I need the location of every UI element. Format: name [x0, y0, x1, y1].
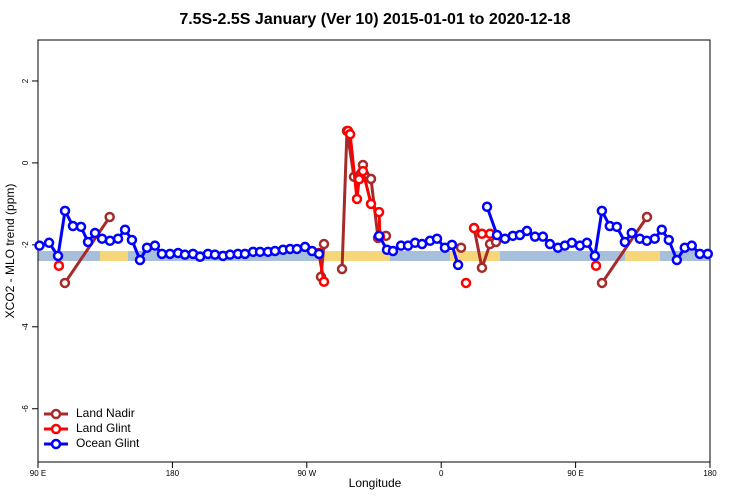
data-point — [351, 193, 363, 205]
data-point — [468, 222, 480, 234]
data-point — [59, 277, 71, 289]
data-point — [656, 224, 668, 235]
data-point — [387, 245, 399, 257]
x-tick-label: 90 E — [30, 469, 46, 478]
data-point — [671, 254, 683, 266]
data-point — [481, 201, 493, 213]
data-point — [164, 248, 176, 260]
data-point — [619, 236, 631, 248]
data-point — [491, 229, 503, 241]
land-band — [318, 251, 390, 261]
data-point — [365, 173, 377, 185]
data-point — [75, 221, 87, 233]
data-point — [104, 211, 115, 223]
data-point — [318, 238, 330, 250]
data-point — [269, 245, 281, 257]
data-point — [649, 233, 660, 244]
data-point — [589, 250, 601, 262]
data-point — [239, 248, 251, 260]
data-point — [566, 237, 578, 249]
legend-marker — [50, 408, 62, 420]
data-point — [313, 248, 325, 260]
data-point — [34, 240, 45, 251]
data-point — [641, 211, 653, 223]
y-tick-label: -2 — [21, 241, 30, 249]
data-point — [373, 230, 385, 242]
legend-label: Ocean Glint — [76, 436, 140, 450]
data-point — [89, 227, 101, 239]
data-point — [59, 205, 71, 217]
legend-marker — [50, 438, 62, 450]
data-point — [52, 250, 64, 262]
data-point — [521, 225, 533, 237]
data-point — [357, 165, 369, 177]
data-point — [581, 237, 593, 249]
x-tick-label: 90 W — [297, 469, 316, 478]
data-point — [544, 238, 556, 250]
data-point — [149, 240, 161, 251]
data-point — [663, 234, 675, 246]
y-tick-label: 0 — [21, 160, 30, 165]
data-point — [134, 254, 146, 266]
chart-title: 7.5S-2.5S January (Ver 10) 2015-01-01 to… — [179, 11, 570, 28]
legend-label: Land Glint — [76, 421, 131, 435]
data-point — [596, 277, 608, 289]
data-point — [336, 263, 348, 275]
data-point — [209, 249, 221, 260]
data-point — [156, 248, 168, 260]
data-point — [104, 235, 116, 247]
data-point — [82, 236, 94, 248]
data-point — [537, 231, 549, 242]
y-axis-label: XCO2 - MLO trend (ppm) — [3, 184, 17, 319]
data-point — [126, 234, 138, 246]
x-axis-label: Longitude — [349, 476, 402, 490]
y-tick-label: -6 — [21, 405, 30, 413]
data-point — [611, 221, 623, 233]
x-tick-label: 180 — [166, 469, 180, 478]
data-point — [476, 262, 488, 274]
x-tick-label: 0 — [439, 469, 444, 478]
data-point — [67, 220, 79, 232]
data-point — [446, 239, 458, 251]
data-point — [596, 205, 608, 217]
legend-marker — [50, 423, 62, 435]
data-point — [53, 260, 65, 271]
data-point — [626, 227, 637, 239]
data-point — [291, 243, 303, 255]
data-point — [179, 249, 191, 260]
y-tick-label: 2 — [21, 78, 30, 83]
data-point — [112, 233, 124, 244]
land-band — [625, 251, 660, 261]
x-tick-label: 90 E — [567, 469, 583, 478]
data-point — [318, 276, 330, 287]
data-point — [476, 228, 488, 240]
land-band — [450, 251, 500, 261]
data-point — [455, 242, 467, 253]
data-point — [373, 206, 385, 218]
data-point — [353, 174, 365, 185]
surface-mask — [38, 251, 710, 261]
y-tick-label: -4 — [21, 323, 30, 331]
data-point — [460, 277, 472, 289]
data-point — [43, 237, 55, 249]
land-band — [100, 251, 128, 261]
data-point — [686, 240, 698, 251]
data-point — [452, 259, 464, 271]
data-point — [590, 260, 602, 271]
data-point — [119, 224, 131, 235]
data-point — [431, 233, 443, 244]
data-point — [702, 248, 714, 260]
data-point — [344, 128, 356, 140]
legend-label: Land Nadir — [76, 406, 135, 420]
x-tick-label: 180 — [703, 469, 717, 478]
data-point — [365, 198, 377, 210]
